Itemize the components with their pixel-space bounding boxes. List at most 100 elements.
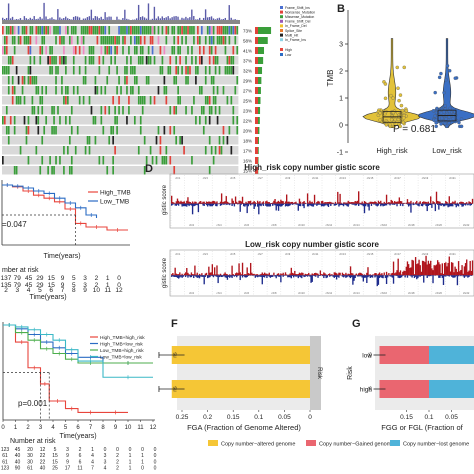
gistic-amplification-bar — [363, 201, 366, 204]
oncoplot-mutation-cell — [177, 86, 179, 95]
oncoplot-row-percentage: 41% — [243, 49, 252, 54]
gistic-amplification-bar — [195, 201, 197, 204]
gistic-deletion-bar — [363, 275, 366, 278]
oncoplot-tmb-bar — [169, 18, 171, 20]
gistic-amplification-bar — [304, 202, 306, 204]
oncoplot-panel: 73%58%41%37%32%29%27%25%23%22%20%18%17%1… — [2, 2, 315, 175]
gistic-chromosome-label: chr6 — [244, 291, 250, 295]
oncoplot-row-percentage: 15% — [243, 169, 252, 174]
gistic-amplification-bar — [311, 273, 313, 276]
oncoplot-mutation-cell — [27, 76, 30, 85]
oncoplot-mutation-cell — [159, 146, 162, 155]
gistic-amplification-bar — [351, 202, 353, 204]
fgg-x-tick-label: 0.05 — [445, 414, 458, 421]
gistic-amplification-bar — [389, 202, 391, 204]
gistic-amplification-bar — [469, 202, 471, 204]
oncoplot-mutation-cell — [135, 36, 138, 45]
fga-bar — [171, 346, 310, 364]
km-tmb-x-label: Time(years) — [43, 253, 80, 260]
gistic-deletion-bar — [248, 203, 251, 205]
oncoplot-mutation-cell — [173, 46, 176, 55]
oncoplot-mutation-cell — [141, 106, 144, 115]
gistic-amplification-bar — [265, 273, 267, 276]
oncoplot-mutation-cell — [110, 36, 113, 45]
oncoplot-mutation-cell — [210, 76, 213, 85]
km-combined-risk-count: 1 — [91, 447, 94, 453]
km-combined-risk-count: 40 — [15, 459, 21, 465]
oncoplot-tmb-bar — [218, 17, 221, 20]
gistic-deletion-bar — [243, 203, 245, 207]
gistic-deletion-bar — [382, 275, 384, 279]
oncoplot-mutation-cell — [212, 36, 215, 45]
gistic-amplification-bar — [339, 272, 341, 276]
gistic-amplification-bar — [439, 201, 441, 204]
violin-point — [437, 75, 442, 80]
oncoplot-mutation-cell — [126, 86, 128, 95]
oncoplot-mutation-cell — [116, 126, 118, 135]
oncoplot-mutation-cell — [187, 66, 189, 75]
oncoplot-group-label: High — [285, 48, 292, 52]
violin-point — [440, 116, 444, 121]
gistic-deletion-bar — [439, 275, 441, 278]
violin-point — [398, 124, 402, 129]
oncoplot-mutation-cell — [216, 26, 219, 35]
fgg-lost-bar — [429, 380, 474, 398]
gistic-amplification-bar — [259, 201, 261, 204]
gistic-amplification-bar — [244, 274, 246, 276]
km-combined-risk-count: 2 — [79, 447, 82, 453]
gistic-chromosome-label: chr9 — [285, 176, 291, 180]
oncoplot-row-percentage: 58% — [243, 39, 252, 44]
gistic-chromosome-label: chr2 — [189, 223, 195, 227]
gistic-amplification-bar — [419, 201, 421, 204]
gistic-deletion-bar — [312, 275, 315, 276]
gistic-deletion-bar — [460, 203, 462, 205]
oncoplot-mutation-cell — [25, 36, 28, 45]
gistic-deletion-bar — [215, 275, 217, 277]
gistic-deletion-bar — [442, 275, 445, 285]
oncoplot-mutation-cell — [100, 46, 103, 55]
gistic-deletion-bar — [391, 275, 394, 278]
copy-number-legend: Copy number−altered genome Copy number−Ga… — [208, 440, 469, 448]
gistic-amplification-bar — [457, 261, 460, 276]
violin-y-tick-label: 0 — [339, 123, 343, 130]
gistic-amplification-bar — [240, 274, 243, 276]
km-tmb-risk-count: 135 — [1, 282, 12, 289]
km-combined-risk-count: 1 — [129, 459, 132, 465]
gistic-deletion-bar — [227, 203, 230, 205]
gistic-amplification-bar — [395, 272, 397, 276]
gistic-amplification-bar — [262, 273, 265, 276]
oncoplot-mutation-cell — [149, 56, 152, 65]
gistic-amplification-bar — [224, 201, 226, 204]
gistic-amplification-bar — [246, 267, 248, 276]
gistic-deletion-bar — [195, 275, 197, 277]
oncoplot-mutation-cell — [167, 26, 170, 35]
gistic-deletion-bar — [388, 203, 390, 205]
gistic-deletion-bar — [349, 275, 352, 279]
gistic-amplification-bar — [438, 262, 440, 276]
oncoplot-mutation-cell — [37, 86, 40, 95]
oncoplot-mutation-cell — [216, 56, 219, 65]
gistic-deletion-bar — [468, 275, 470, 277]
gistic-amplification-bar — [431, 268, 433, 276]
oncoplot-mutation-cell — [49, 66, 51, 75]
gistic-amplification-bar — [381, 202, 383, 204]
oncoplot-mutation-cell — [177, 36, 179, 45]
gistic-amplification-bar — [277, 273, 280, 276]
gistic-deletion-bar — [467, 203, 469, 206]
km-tmb-risk-count: 9 — [61, 275, 65, 282]
oncoplot-mutation-cell — [177, 26, 179, 35]
oncoplot-mutation-cell — [179, 56, 181, 65]
oncoplot-mutation-cell — [70, 36, 73, 45]
gistic-amplification-bar — [436, 260, 439, 276]
gistic-amplification-bar — [395, 201, 397, 204]
gistic-amplification-bar — [420, 271, 423, 276]
gistic-deletion-bar — [370, 203, 373, 206]
oncoplot-mutation-cell — [191, 46, 193, 55]
gistic-deletion-bar — [191, 275, 194, 276]
gistic-deletion-bar — [356, 203, 359, 205]
oncoplot-mutation-cell — [11, 36, 14, 45]
gistic-deletion-bar — [402, 203, 404, 207]
gistic-amplification-bar — [252, 274, 254, 276]
gistic-amplification-bar — [349, 266, 352, 276]
